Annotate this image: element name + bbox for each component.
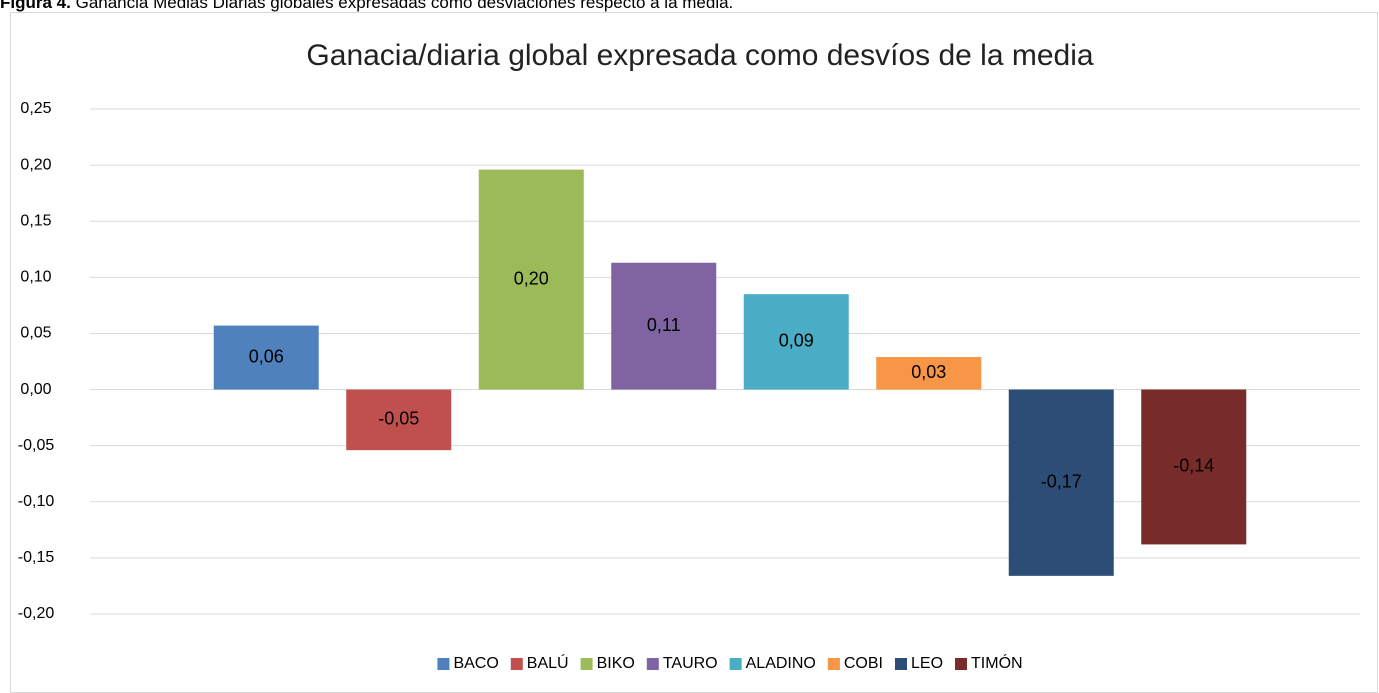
legend-swatch [955,658,968,670]
data-label: -0,14 [1173,456,1214,476]
y-tick-label: 0,25 [20,100,51,117]
y-tick-label: -0,05 [18,437,55,454]
y-tick-label: 0,05 [20,325,51,342]
caption: Figura 4. Ganancia Medias Diarias global… [0,0,733,12]
data-label: 0,03 [911,362,946,382]
bar [346,389,452,451]
caption-text: Ganancia Medias Diarias globales expresa… [76,0,734,12]
legend-label: TAURO [663,655,718,672]
data-label: 0,09 [779,331,814,351]
bar [1141,389,1247,545]
legend-swatch [729,658,742,670]
legend-swatch [827,658,840,670]
bar [1008,389,1114,576]
bar [876,357,982,390]
y-tick-label: 0,15 [20,212,51,229]
y-tick-label: -0,15 [18,549,55,566]
legend-swatch [580,658,593,670]
y-tick-label: 0,20 [20,156,51,173]
legend-label: LEO [911,655,943,672]
data-label: -0,17 [1041,471,1082,491]
y-tick-label: 0,00 [20,381,51,398]
legend-label: BALÚ [527,653,569,672]
bar [743,294,849,390]
bar [478,169,584,390]
legend-label: BACO [453,655,498,672]
legend-label: TIMÓN [971,653,1023,672]
legend-swatch [895,658,907,670]
data-label: 0,20 [514,268,549,288]
data-label: 0,11 [647,315,681,335]
legend-swatch [437,658,450,670]
legend-label: ALADINO [746,655,816,672]
chart-title: Ganacia/diaria global expresada como des… [306,39,1093,72]
bar [213,325,319,390]
data-label: 0,06 [249,346,284,366]
y-tick-label: -0,20 [18,605,55,622]
legend-label: COBI [844,655,883,672]
caption-label: Figura 4. [0,0,71,12]
y-tick-label: 0,10 [20,269,51,286]
data-label: -0,05 [378,409,419,429]
y-tick-label: -0,10 [18,493,55,510]
legend: BACO BALÚ BIKO TAURO ALADINO COBI LEO TIMÓN [437,653,1023,672]
legend-label: BIKO [597,655,635,672]
legend-swatch [646,658,659,670]
legend-swatch [510,658,523,670]
bar [611,262,717,390]
